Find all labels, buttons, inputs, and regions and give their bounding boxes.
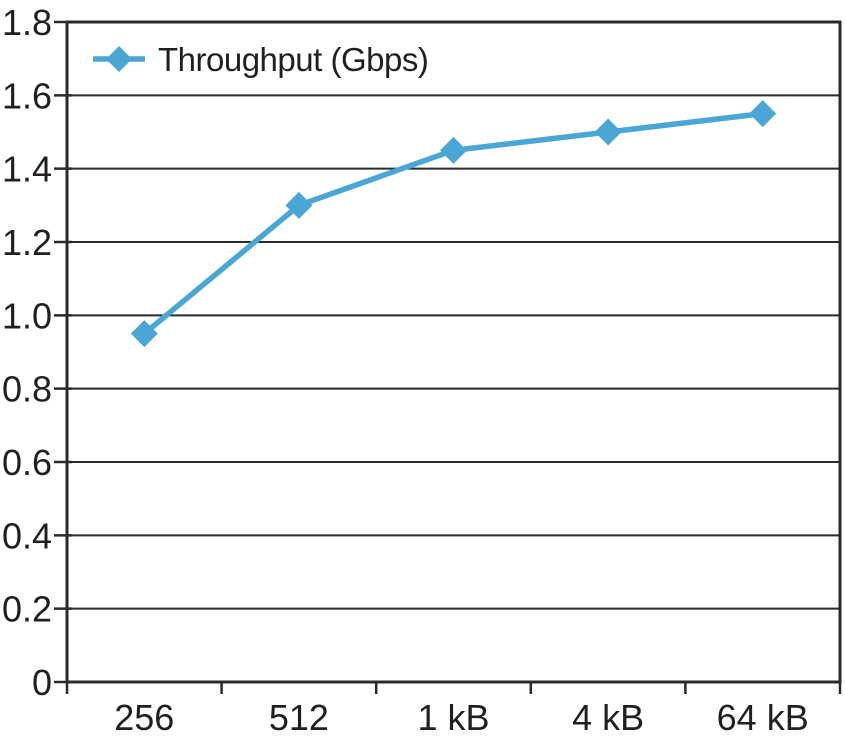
legend: Throughput (Gbps): [93, 39, 429, 79]
x-tick-label: 64 kB: [717, 697, 809, 737]
y-tick-label: 1.0: [2, 295, 52, 336]
y-tick-label: 1.8: [2, 2, 52, 43]
y-tick-label: 0.8: [2, 369, 52, 410]
x-tick-label: 1 kB: [417, 697, 489, 737]
y-tick-label: 1.6: [2, 75, 52, 116]
x-tick-label: 512: [269, 697, 329, 737]
legend-diamond-marker-icon: [93, 46, 145, 72]
y-tick-label: 0.2: [2, 589, 52, 630]
plot-border: [65, 20, 842, 684]
x-tick-label: 4 kB: [572, 697, 644, 737]
data-point-marker: [285, 191, 313, 219]
y-tick-label: 1.2: [2, 222, 52, 263]
x-tick-label: 256: [114, 697, 174, 737]
data-point-marker: [130, 320, 158, 348]
legend-label: Throughput (Gbps): [158, 40, 429, 78]
y-tick-label: 0.4: [2, 515, 52, 556]
data-point-marker: [749, 100, 777, 128]
y-tick-label: 1.4: [2, 149, 52, 190]
y-tick-label: 0.6: [2, 442, 52, 483]
data-point-marker: [440, 136, 467, 164]
y-tick-label: 0: [32, 662, 52, 703]
data-point-marker: [594, 118, 622, 146]
